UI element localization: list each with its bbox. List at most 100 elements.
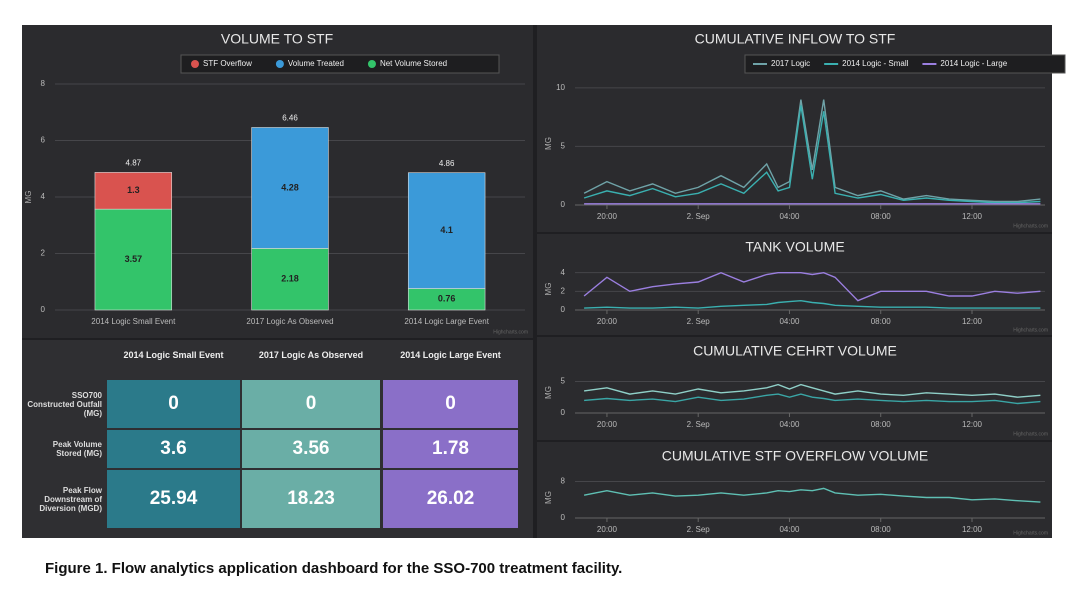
series-line	[584, 393, 1041, 405]
bar-segment	[251, 248, 329, 311]
y-tick-label: 0	[561, 305, 566, 314]
x-tick-label: 12:00	[962, 212, 983, 221]
x-tick-label: 2. Sep	[687, 317, 711, 326]
x-tick-label: 2. Sep	[687, 212, 711, 221]
legend-label: 2014 Logic - Large	[940, 59, 1007, 68]
legend-marker	[275, 60, 284, 68]
credit: Highcharts.com	[493, 329, 528, 335]
segment-label: 2.18	[281, 274, 299, 284]
y-tick-label: 8	[561, 477, 566, 486]
column-header: 2014 Logic Large Event	[400, 350, 501, 360]
x-tick-label: 12:00	[962, 317, 983, 326]
x-tick-label: 2. Sep	[687, 525, 711, 534]
y-tick-label: 2	[561, 286, 566, 295]
x-tick-label: 04:00	[779, 212, 800, 221]
y-tick-label: 0	[561, 200, 566, 209]
table-cell: 1.78	[383, 430, 518, 468]
credit: Highcharts.com	[1013, 530, 1048, 536]
column-header: 2017 Logic As Observed	[258, 350, 364, 360]
y-tick-label: 4	[561, 268, 566, 277]
series-line	[584, 299, 1041, 309]
x-tick-label: 2014 Logic Large Event	[404, 317, 489, 326]
x-tick-label: 2014 Logic Small Event	[91, 317, 176, 326]
x-tick-label: 04:00	[779, 317, 800, 326]
panel	[537, 234, 1052, 335]
table-cell: 0	[242, 380, 380, 428]
stack-total: 6.46	[282, 114, 298, 123]
series-line	[583, 487, 1041, 503]
y-tick-label: 0	[41, 305, 46, 314]
x-tick-label: 12:00	[962, 525, 983, 534]
series-line	[584, 383, 1041, 398]
y-tick-label: 6	[41, 136, 46, 145]
table-cell: 0	[383, 380, 518, 428]
x-tick-label: 12:00	[962, 420, 983, 429]
row-label: SSO700 Constructed Outfall (MG)	[27, 390, 102, 418]
legend-label: Net Volume Stored	[380, 59, 447, 68]
x-tick-label: 08:00	[871, 420, 892, 429]
legend-box	[180, 54, 500, 74]
panel	[537, 442, 1052, 538]
y-tick-label: 8	[41, 79, 46, 88]
legend-label: Volume Treated	[288, 59, 344, 68]
bar-segment	[94, 208, 173, 311]
x-tick-label: 20:00	[597, 317, 618, 326]
y-tick-label: 5	[561, 142, 566, 151]
table-cell: 18.23	[242, 470, 380, 528]
stack-total: 4.86	[439, 159, 455, 168]
segment-label: 4.1	[440, 225, 453, 235]
y-tick-label: 10	[556, 83, 565, 92]
legend-marker	[191, 60, 199, 68]
chart-title: CUMULATIVE CEHRT VOLUME	[693, 343, 897, 359]
column-header: 2014 Logic Small Event	[123, 350, 224, 360]
series-line	[583, 105, 1041, 204]
figure-caption: Figure 1. Flow analytics application das…	[45, 560, 623, 577]
x-tick-label: 08:00	[871, 525, 892, 534]
credit: Highcharts.com	[1013, 223, 1048, 229]
segment-label: 1.3	[127, 185, 140, 195]
y-axis-label: MG	[544, 491, 553, 504]
bar-segment	[407, 172, 486, 289]
series-line	[583, 99, 1041, 203]
table-cell: 0	[107, 380, 240, 428]
stack-total: 4.87	[126, 159, 142, 168]
table-cell: 25.94	[107, 470, 240, 528]
x-tick-label: 20:00	[597, 525, 618, 534]
legend-label: STF Overflow	[203, 59, 252, 68]
y-tick-label: 0	[561, 408, 566, 417]
table-cell: 26.02	[383, 470, 518, 528]
y-tick-label: 5	[561, 377, 566, 386]
panel	[537, 337, 1052, 440]
y-axis-label: MG	[544, 386, 553, 399]
row-label: Peak Volume Stored (MG)	[52, 440, 102, 458]
x-tick-label: 20:00	[597, 420, 618, 429]
legend-label: 2017 Logic	[771, 59, 810, 68]
x-tick-label: 08:00	[871, 212, 892, 221]
credit: Highcharts.com	[1013, 327, 1048, 333]
chart-title: CUMULATIVE STF OVERFLOW VOLUME	[662, 448, 929, 464]
x-tick-label: 2. Sep	[687, 420, 711, 429]
chart-title: TANK VOLUME	[745, 239, 844, 255]
x-tick-label: 2017 Logic As Observed	[246, 317, 333, 326]
segment-label: 4.28	[281, 182, 299, 192]
chart-title: VOLUME TO STF	[221, 31, 333, 47]
y-axis-label: MG	[544, 137, 553, 150]
table-cell: 3.6	[107, 430, 240, 468]
segment-label: 0.76	[438, 294, 456, 304]
chart-title: CUMULATIVE INFLOW TO STF	[695, 31, 896, 47]
bar-segment	[94, 172, 173, 210]
y-axis-label: MG	[24, 191, 33, 204]
summary-table: 2014 Logic Small Event 2017 Logic As Obse…	[22, 340, 533, 538]
segment-label: 3.57	[125, 254, 143, 264]
x-tick-label: 20:00	[597, 212, 618, 221]
y-tick-label: 4	[41, 192, 46, 201]
series-line	[583, 271, 1041, 302]
y-tick-label: 0	[561, 513, 566, 522]
x-tick-label: 04:00	[779, 525, 800, 534]
legend-marker	[367, 60, 376, 68]
x-tick-label: 04:00	[779, 420, 800, 429]
row-label: Peak Flow Downstream of Diversion (MGD)	[39, 485, 102, 513]
legend-label: 2014 Logic - Small	[842, 59, 908, 68]
